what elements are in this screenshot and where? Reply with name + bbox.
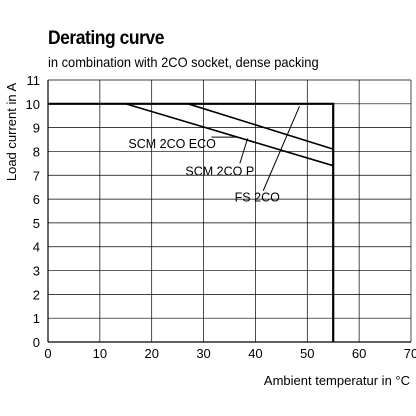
- y-tick-label-4: 4: [33, 240, 40, 255]
- series-line-fs-2co: [48, 102, 335, 342]
- x-axis-label: Ambient temperatur in °C: [264, 373, 410, 388]
- y-tick-label-0: 0: [33, 335, 40, 350]
- x-tick-label-0: 0: [44, 346, 51, 361]
- annotation-label-scm-2co-eco: SCM 2CO ECO: [128, 137, 216, 151]
- y-tick-label-3: 3: [33, 264, 40, 279]
- y-tick-label-5: 5: [33, 216, 40, 231]
- x-tick-label-50: 50: [300, 346, 314, 361]
- x-tick-label-60: 60: [352, 346, 366, 361]
- y-tick-label-11: 11: [27, 73, 41, 88]
- series-line-scm-2co-eco: [125, 103, 334, 167]
- chart-subtitle: in combination with 2CO socket, dense pa…: [48, 54, 319, 70]
- y-tick-label-7: 7: [33, 168, 40, 183]
- annotation-leader-1: [239, 138, 249, 164]
- x-tick-label-30: 30: [196, 346, 210, 361]
- y-tick-label-8: 8: [33, 144, 40, 159]
- y-tick-label-1: 1: [33, 311, 40, 326]
- series-line-scm-2co-p: [187, 103, 334, 150]
- series-group: [48, 102, 335, 342]
- annotations-group: SCM 2CO ECO SCM 2CO P FS 2CO: [128, 106, 300, 204]
- x-tick-label-20: 20: [144, 346, 158, 361]
- annotation-label-scm-2co-p: SCM 2CO P: [185, 164, 254, 178]
- annotation-leader-2: [262, 106, 300, 191]
- x-tick-label-40: 40: [248, 346, 262, 361]
- y-tick-label-10: 10: [26, 97, 40, 112]
- x-tick-label-10: 10: [93, 346, 107, 361]
- grid: [47, 79, 412, 343]
- y-axis-label: Load current in A: [4, 83, 19, 182]
- y-tick-label-9: 9: [33, 121, 40, 136]
- annotation-label-fs-2co: FS 2CO: [235, 190, 280, 204]
- chart-title: Derating curve: [48, 28, 164, 49]
- tick-labels: 0 1 2 3 4 5 6 7 8 9 10 11 0 10 20 30 40 50 60 70: [26, 73, 416, 361]
- y-tick-label-2: 2: [33, 287, 40, 302]
- y-tick-label-6: 6: [33, 192, 40, 207]
- x-tick-label-70: 70: [404, 346, 416, 361]
